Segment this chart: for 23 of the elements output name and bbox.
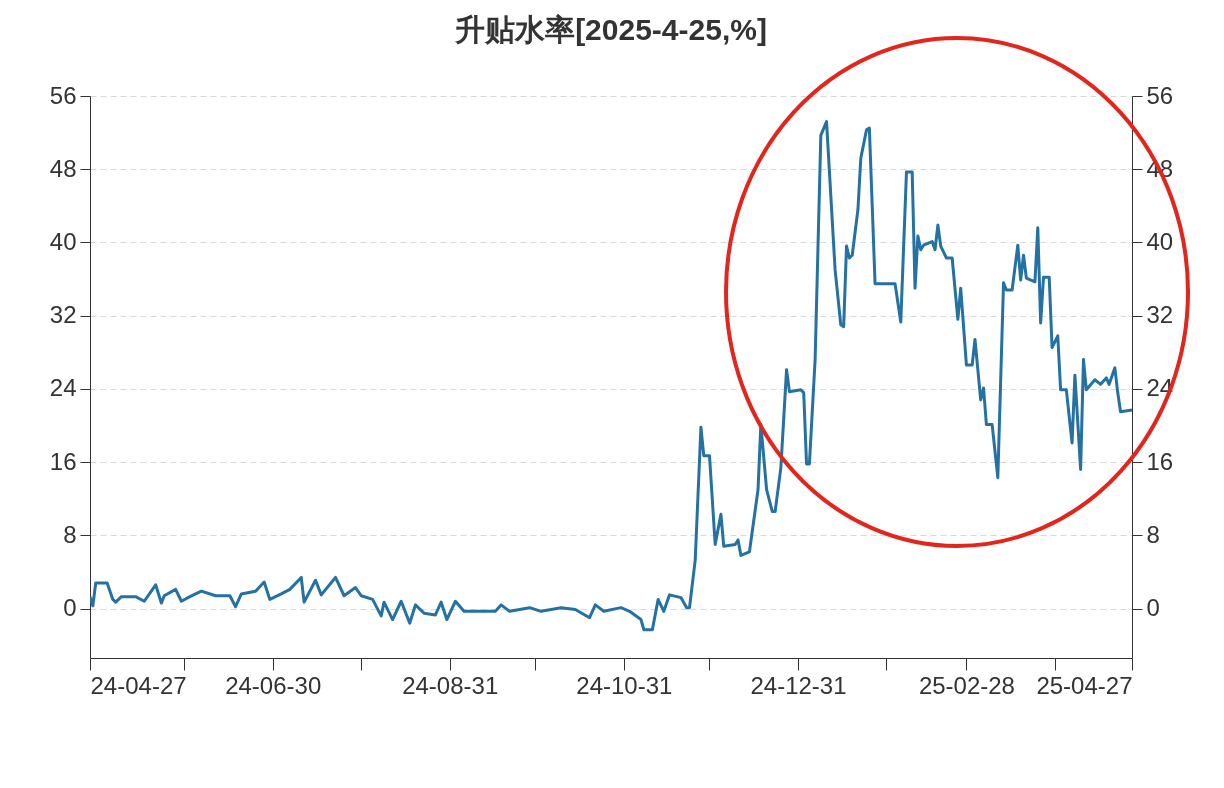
x-tick-label: 24-04-27 <box>90 671 187 699</box>
x-tick-label: 25-02-28 <box>918 671 1015 699</box>
y-tick-label: 40 <box>49 227 77 255</box>
y-tick-label: 0 <box>63 594 77 622</box>
y2-tick-label: 8 <box>1146 520 1160 548</box>
line-series <box>90 120 1132 632</box>
x-tick-label: 24-08-31 <box>402 671 499 699</box>
y-tick-label: 16 <box>49 447 77 475</box>
y2-tick-label: 56 <box>1146 81 1174 109</box>
y-tick-label: 24 <box>49 374 77 402</box>
chart-title: 升贴水率[2025-4-25,%] <box>454 13 767 46</box>
x-tick-label: 24-06-30 <box>225 671 322 699</box>
y2-tick-label: 32 <box>1146 301 1174 329</box>
y2-tick-label: 16 <box>1146 447 1174 475</box>
x-tick-label: 25-04-27 <box>1036 671 1133 699</box>
y-tick-label: 56 <box>49 81 77 109</box>
y-tick-label: 32 <box>49 301 77 329</box>
x-tick-label: 24-10-31 <box>576 671 673 699</box>
y-tick-label: 8 <box>63 520 77 548</box>
x-tick-label: 24-12-31 <box>750 671 847 699</box>
y2-tick-label: 0 <box>1146 594 1160 622</box>
y-tick-label: 48 <box>49 154 77 182</box>
y2-tick-label: 40 <box>1146 227 1174 255</box>
